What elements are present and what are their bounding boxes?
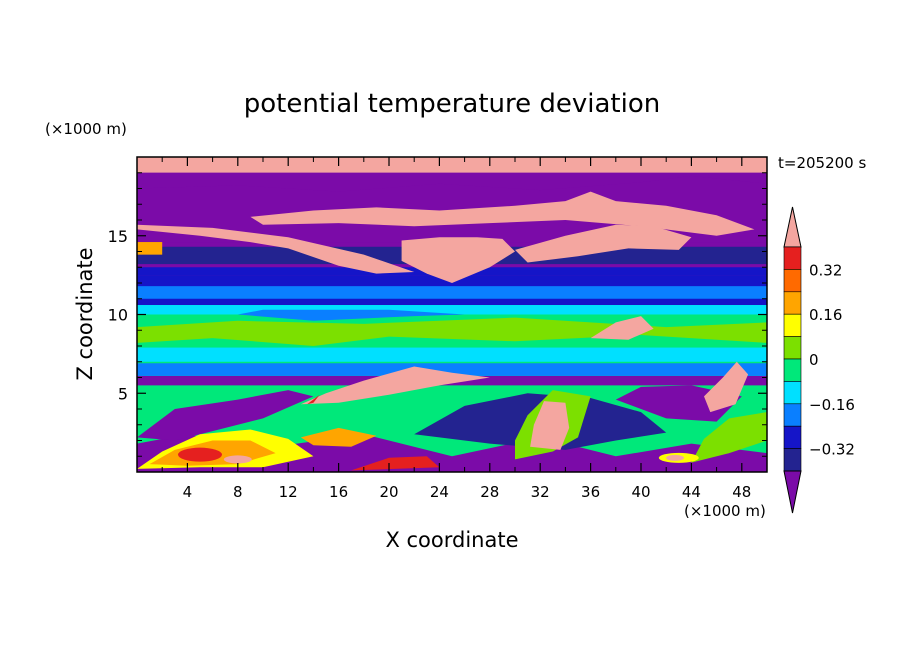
y-unit-label: (×1000 m): [45, 120, 127, 138]
bl-warm-pink-4: [666, 454, 685, 461]
colorbar-swatch: [783, 425, 802, 449]
y-tick-label: 5: [118, 384, 128, 403]
y-tick-label: 15: [108, 227, 128, 246]
colorbar-swatch: [783, 336, 802, 360]
chart-title: potential temperature deviation: [244, 89, 660, 119]
band-top-warm: [137, 157, 767, 173]
y-axis-label: Z coordinate: [73, 247, 97, 380]
bl-warm-left-pink: [223, 455, 252, 464]
bl-warm-orange-2: [300, 427, 377, 447]
bl-warm-right-pink: [704, 361, 749, 413]
bl-cloud-top-warm: [300, 366, 490, 405]
colorbar-swatch: [783, 403, 802, 427]
bl-cold-left: [137, 390, 314, 441]
x-unit-label: (×1000 m): [684, 502, 766, 520]
x-tick-label: 24: [430, 483, 449, 501]
bl-cold-base: [137, 434, 767, 472]
mid-yellowgreen-patches: [137, 317, 767, 346]
band-cyan-mid: [137, 347, 767, 362]
colorbar-swatch: [783, 269, 802, 293]
colorbar-tick-label: 0.16: [809, 306, 842, 324]
colorbar-tick-label: 0.32: [809, 261, 842, 279]
mid-blue-streak: [237, 309, 465, 321]
x-tick-label: 4: [183, 483, 193, 501]
bl-warm-plume-pink: [530, 401, 570, 450]
colorbar-swatch: [783, 313, 802, 337]
colorbar-swatch: [783, 381, 802, 405]
x-tick-label: 28: [480, 483, 499, 501]
contour-field: [137, 157, 767, 472]
colorbar: 0.32 0.16 0 −0.16 −0.32: [783, 206, 855, 514]
colorbar-extend-top: [783, 206, 802, 248]
time-label: t=205200 s: [778, 154, 866, 172]
colorbar-swatch: [783, 291, 802, 315]
upper-purple-sheet: [137, 172, 767, 192]
x-tick-label: 16: [329, 483, 348, 501]
colorbar-swatch: [783, 246, 802, 270]
x-axis-label: X coordinate: [385, 528, 518, 552]
x-tick-label: 20: [379, 483, 398, 501]
bl-warm-right-green: [691, 412, 767, 463]
x-tick-label: 44: [682, 483, 701, 501]
band-blue-lower: [137, 363, 767, 376]
upper-pink-streak-left: [137, 224, 415, 274]
x-tick-label: 12: [279, 483, 298, 501]
colorbar-tick-label: −0.16: [809, 396, 855, 414]
colorbar-tick-label: −0.32: [809, 441, 855, 459]
bl-warm-red-3: [351, 456, 440, 471]
upper-edge-warm: [137, 242, 163, 255]
upper-pink-sheet: [250, 191, 755, 236]
y-tick-label: 10: [108, 306, 128, 325]
bl-cloud-edge: [307, 394, 320, 405]
x-tick-label: 8: [233, 483, 243, 501]
bl-warm-left-red: [178, 447, 222, 462]
mid-pink-patch: [590, 316, 654, 340]
x-tick-label: 40: [631, 483, 650, 501]
colorbar-tick-label: 0: [809, 351, 819, 369]
band-cyan-top: [137, 305, 767, 315]
band-tropopause-blue: [137, 286, 767, 299]
colorbar-swatch: [783, 358, 802, 382]
colorbar-swatch: [783, 448, 802, 472]
upper-pink-blob-right: [515, 224, 692, 263]
upper-pink-blob-center: [401, 237, 515, 283]
x-tick-label: 36: [581, 483, 600, 501]
x-axis: 4 8 12 16 20 24 28 32 36 40 44 48: [161, 157, 751, 501]
x-tick-label: 48: [732, 483, 751, 501]
y-axis: 5 10 15: [108, 172, 767, 457]
x-tick-label: 32: [531, 483, 550, 501]
colorbar-extend-bottom: [783, 470, 802, 514]
